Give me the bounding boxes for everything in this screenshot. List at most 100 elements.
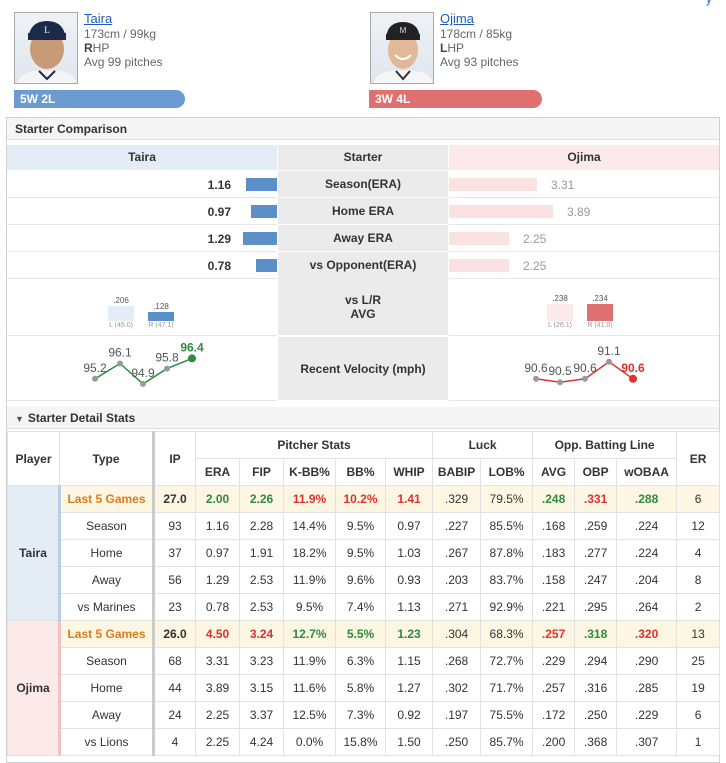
- stat-cell-babip: .203: [432, 566, 482, 594]
- stat-cell-avg: .183: [532, 539, 576, 567]
- stat-cell-babip: .197: [432, 701, 482, 729]
- th-ip[interactable]: IP: [153, 431, 196, 486]
- velocity-point: [629, 374, 637, 383]
- away-record-badge: 3W 4L: [369, 90, 542, 108]
- stat-cell-whip: 1.23: [384, 620, 434, 648]
- stat-cell-babip: .304: [432, 620, 482, 648]
- velocity-label: 95.8: [155, 351, 179, 365]
- split-type-cell: Home: [59, 674, 155, 702]
- stat-cell-lob: 72.7%: [480, 647, 534, 675]
- stat-cell-era: 3.89: [195, 674, 240, 702]
- stat-cell-fip: 2.53: [239, 566, 284, 594]
- stat-cell-kbb: 12.5%: [283, 701, 336, 729]
- stat-cell-woba: .229: [616, 701, 678, 729]
- comparison-col-left: Taira: [7, 145, 277, 170]
- stat-cell-babip: .227: [432, 512, 482, 540]
- stat-cell-obp: .247: [574, 566, 618, 594]
- stat-cell-bb: 7.3%: [335, 701, 386, 729]
- stat-cell-er: 6: [676, 485, 721, 513]
- stat-cell-ip: 44: [153, 674, 196, 702]
- stat-cell-lob: 79.5%: [480, 485, 534, 513]
- th-lob[interactable]: LOB%: [480, 458, 534, 486]
- th-er[interactable]: ER: [676, 431, 721, 486]
- stat-cell-ip: 23: [153, 593, 196, 621]
- stat-cell-bb: 6.3%: [335, 647, 386, 675]
- velocity-label: 90.6: [573, 361, 597, 375]
- home-record-badge: 5W 2L: [14, 90, 185, 108]
- stat-cell-era: 2.00: [195, 485, 240, 513]
- stat-cell-era: 1.29: [195, 566, 240, 594]
- stat-cell-ip: 56: [153, 566, 196, 594]
- th-era[interactable]: ERA: [195, 458, 240, 486]
- split-type-cell: Away: [59, 701, 155, 729]
- stat-cell-avg: .257: [532, 620, 576, 648]
- table-row: Home 37 0.97 1.91 18.2% 9.5% 1.03.267 87.8% .183…: [8, 539, 721, 567]
- stat-cell-lob: 85.7%: [480, 728, 534, 756]
- comparison-right-value: 3.31: [551, 178, 575, 192]
- stat-cell-lob: 68.3%: [480, 620, 534, 648]
- stat-cell-obp: .277: [574, 539, 618, 567]
- th-whip[interactable]: WHIP: [384, 458, 434, 486]
- comparison-left-bar: [256, 259, 277, 272]
- stat-cell-avg: .257: [532, 674, 576, 702]
- stat-cell-era: 1.16: [195, 512, 240, 540]
- away-pitcher-name[interactable]: Ojima: [440, 11, 474, 26]
- comparison-right-cell: 2.25: [449, 252, 719, 279]
- stat-cell-bb: 10.2%: [335, 485, 386, 513]
- split-type-cell: Last 5 Games: [59, 620, 155, 648]
- comparison-left-value: 1.16: [207, 178, 231, 192]
- stat-cell-whip: 0.97: [384, 512, 434, 540]
- collapse-triangle-icon[interactable]: ▼: [15, 414, 24, 424]
- stat-cell-bb: 7.4%: [335, 593, 386, 621]
- starter-panel: Starter Comparison Taira Starter Ojima 1…: [6, 117, 721, 763]
- stat-cell-obp: .294: [574, 647, 618, 675]
- stat-cell-woba: .288: [616, 485, 678, 513]
- th-bb[interactable]: BB%: [335, 458, 386, 486]
- stat-cell-fip: 2.53: [239, 593, 284, 621]
- top-link[interactable]: y: [706, 0, 712, 6]
- stat-cell-fip: 2.26: [239, 485, 284, 513]
- stat-cell-woba: .320: [616, 620, 678, 648]
- stat-cell-er: 8: [676, 566, 721, 594]
- th-babip[interactable]: BABIP: [432, 458, 482, 486]
- stat-cell-er: 12: [676, 512, 721, 540]
- stat-cell-avg: .221: [532, 593, 576, 621]
- comparison-right-cell: 3.89: [449, 198, 719, 225]
- home-pitcher-name[interactable]: Taira: [84, 11, 113, 26]
- stat-cell-woba: .224: [616, 512, 678, 540]
- stat-cell-ip: 27.0: [153, 485, 196, 513]
- stat-cell-kbb: 11.9%: [283, 485, 336, 513]
- stat-cell-er: 1: [676, 728, 721, 756]
- stat-cell-kbb: 14.4%: [283, 512, 336, 540]
- stat-cell-bb: 5.8%: [335, 674, 386, 702]
- stat-cell-woba: .290: [616, 647, 678, 675]
- table-row: Season 68 3.31 3.23 11.9% 6.3% 1.15.268 72.7% .2…: [8, 647, 721, 675]
- stat-cell-avg: .172: [532, 701, 576, 729]
- comparison-row: 0.97 Home ERA 3.89: [7, 198, 719, 225]
- stat-cell-kbb: 9.5%: [283, 593, 336, 621]
- stat-cell-obp: .331: [574, 485, 618, 513]
- comparison-row: 1.16 Season(ERA) 3.31: [7, 171, 719, 198]
- stat-cell-fip: 3.15: [239, 674, 284, 702]
- velocity-label: 94.9: [131, 366, 155, 380]
- stat-cell-kbb: 11.9%: [283, 566, 336, 594]
- stat-cell-obp: .318: [574, 620, 618, 648]
- th-kbb[interactable]: K-BB%: [283, 458, 336, 486]
- comparison-left-value: 0.97: [207, 205, 231, 219]
- comparison-metric-label: Season(ERA): [278, 171, 448, 198]
- th-wobaa[interactable]: wOBAA: [616, 458, 678, 486]
- starter-detail-title[interactable]: ▼ Starter Detail Stats: [7, 407, 719, 429]
- th-obp[interactable]: OBP: [574, 458, 618, 486]
- stat-cell-era: 0.97: [195, 539, 240, 567]
- stat-cell-era: 0.78: [195, 593, 240, 621]
- th-fip[interactable]: FIP: [239, 458, 284, 486]
- home-pitcher-avg-pitches: Avg 99 pitches: [84, 55, 163, 69]
- stat-cell-fip: 3.23: [239, 647, 284, 675]
- stat-cell-whip: 0.92: [384, 701, 434, 729]
- th-avg[interactable]: AVG: [532, 458, 576, 486]
- stat-cell-ip: 24: [153, 701, 196, 729]
- velocity-row: 95.2 96.1 94.9 95.8 96.4 Recent Velocity (mp…: [7, 337, 719, 401]
- stat-cell-kbb: 11.6%: [283, 674, 336, 702]
- stat-cell-fip: 4.24: [239, 728, 284, 756]
- split-type-cell: vs Lions: [59, 728, 155, 756]
